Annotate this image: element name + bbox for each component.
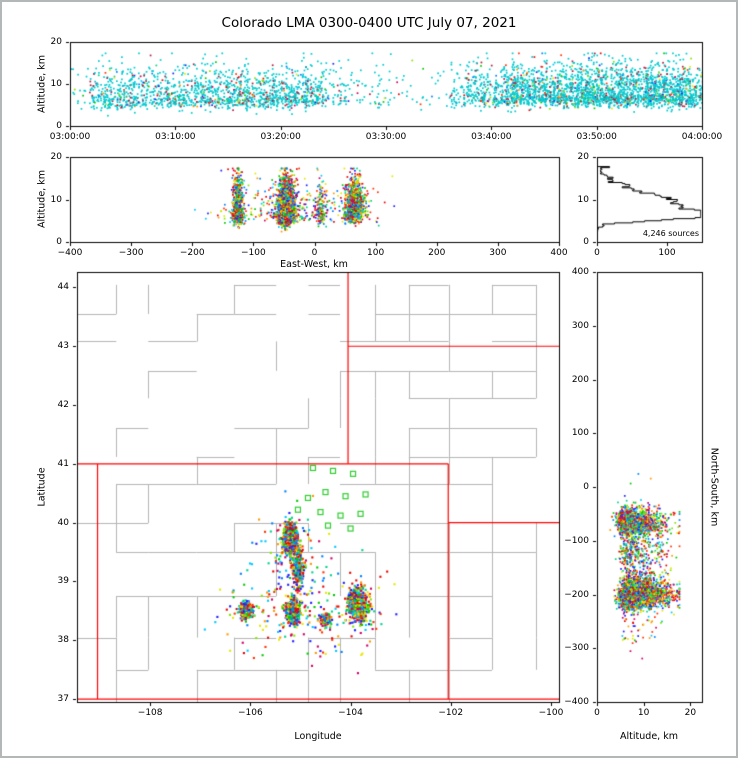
time-tick-label: 03:50:00 [576, 132, 617, 142]
longitude-tick-label: −100 [538, 708, 564, 718]
ew-tick-label: 400 [550, 248, 568, 258]
figure-title: Colorado LMA 0300-0400 UTC July 07, 2021 [221, 15, 517, 31]
time-tick-label: 03:00:00 [49, 132, 91, 142]
time-tick-label: 04:00:00 [681, 132, 723, 142]
latitude-tick-label: 41 [57, 458, 69, 469]
ew-tick-label: −200 [179, 248, 205, 258]
ns-alt-tick-label: 20 [684, 708, 697, 718]
ew-alt-tick-label: 0 [56, 237, 62, 247]
time-height-alt-tick-label: 20 [50, 37, 62, 47]
latitude-tick-label: 44 [57, 282, 69, 293]
time-tick-label: 03:10:00 [155, 132, 196, 142]
ns-tick-label: 300 [571, 320, 589, 331]
ew-tick-label: −300 [118, 248, 144, 258]
time-tick-label: 03:20:00 [260, 132, 301, 142]
ns-tick-label: 400 [571, 267, 589, 277]
hist-alt-tick-label: 10 [577, 194, 589, 205]
ew-tick-label: 200 [428, 248, 446, 258]
ew-tick-label: −400 [57, 248, 83, 258]
ns-alt-tick-label: 0 [594, 708, 600, 718]
ns-alt-ylabel: North-South, km [708, 447, 720, 527]
time-height-alt-tick-label: 0 [56, 121, 62, 131]
ew-tick-label: 100 [367, 248, 385, 258]
ns-tick-label: −200 [564, 589, 589, 600]
ns-tick-label: 200 [571, 374, 589, 385]
hist-count-tick-label: 100 [658, 248, 676, 258]
time-tick-label: 03:30:00 [365, 132, 407, 142]
latitude-tick-label: 38 [57, 635, 69, 646]
ns-alt-xlabel: Altitude, km [620, 731, 678, 742]
ns-tick-label: 0 [583, 482, 589, 492]
map-ylabel: Latitude [36, 467, 48, 507]
latitude-tick-label: 43 [57, 341, 69, 352]
longitude-tick-label: −102 [438, 708, 464, 718]
ns-tick-label: −400 [564, 697, 589, 707]
source-count-annotation: 4,246 sources [642, 229, 699, 238]
ew-tick-label: −100 [241, 248, 266, 258]
ns-alt-tick-label: 10 [637, 708, 650, 718]
ns-tick-label: −300 [564, 643, 589, 654]
longitude-tick-label: −106 [237, 708, 263, 718]
ew-alt-xlabel: East-West, km [280, 259, 348, 270]
time-tick-label: 03:40:00 [471, 132, 512, 142]
ns-tick-label: −100 [564, 535, 589, 546]
hist-alt-tick-label: 20 [577, 152, 589, 162]
map-xlabel: Longitude [294, 731, 342, 742]
ew-tick-label: 300 [489, 248, 507, 258]
latitude-tick-label: 39 [57, 576, 69, 587]
ns-tick-label: 100 [571, 428, 589, 439]
ew-alt-tick-label: 10 [50, 194, 62, 205]
hist-count-tick-label: 0 [594, 248, 600, 258]
hist-alt-tick-label: 0 [583, 237, 589, 247]
latitude-tick-label: 37 [57, 694, 69, 705]
ew-tick-label: 0 [311, 248, 318, 258]
time-height-alt-tick-label: 10 [50, 79, 62, 89]
longitude-tick-label: −104 [338, 708, 363, 718]
longitude-tick-label: −108 [137, 708, 163, 718]
latitude-tick-label: 42 [57, 400, 69, 411]
latitude-tick-label: 40 [57, 517, 69, 528]
ew-alt-tick-label: 20 [50, 152, 62, 162]
